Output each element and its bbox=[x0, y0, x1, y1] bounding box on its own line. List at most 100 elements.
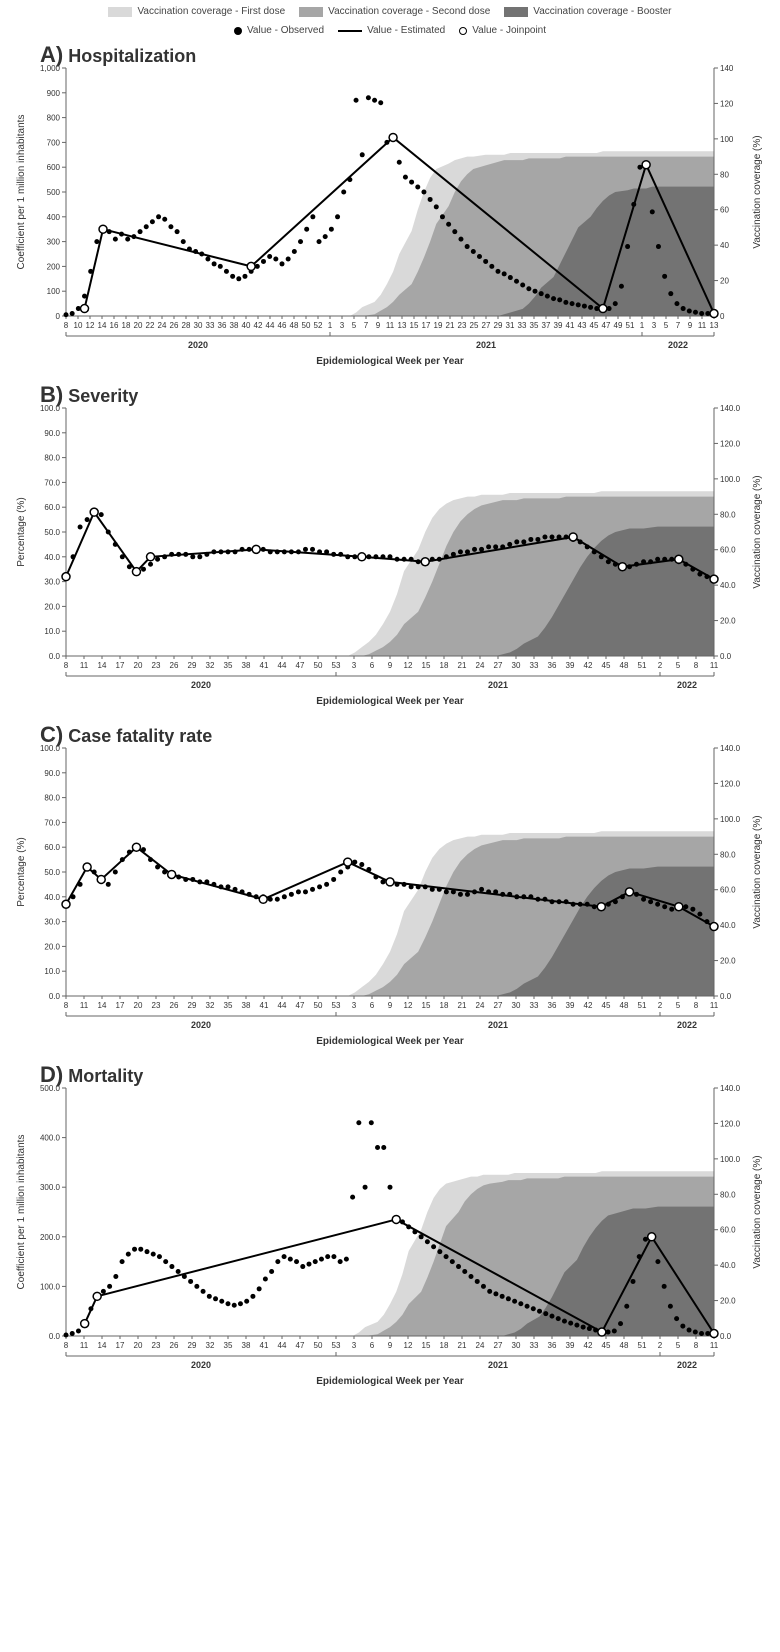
x-tick-label: 33 bbox=[530, 661, 539, 670]
x-tick-label: 28 bbox=[182, 321, 191, 330]
observed-point bbox=[273, 256, 278, 261]
observed-point bbox=[472, 547, 477, 552]
observed-point bbox=[384, 140, 389, 145]
x-tick-label: 3 bbox=[352, 1001, 357, 1010]
x-tick-label: 35 bbox=[224, 1001, 233, 1010]
observed-point bbox=[550, 1314, 555, 1319]
observed-point bbox=[683, 562, 688, 567]
observed-point bbox=[444, 1254, 449, 1259]
observed-point bbox=[562, 1319, 567, 1324]
observed-point bbox=[101, 1289, 106, 1294]
y-tick-label: 60.0 bbox=[44, 843, 60, 852]
x-tick-label: 27 bbox=[494, 661, 503, 670]
observed-point bbox=[289, 892, 294, 897]
observed-point bbox=[406, 1224, 411, 1229]
observed-point bbox=[440, 214, 445, 219]
observed-point bbox=[687, 309, 692, 314]
observed-point bbox=[188, 1279, 193, 1284]
observed-point bbox=[190, 877, 195, 882]
x-tick-label: 5 bbox=[676, 661, 681, 670]
observed-point bbox=[613, 301, 618, 306]
x-tick-label: 42 bbox=[584, 1341, 593, 1350]
observed-point bbox=[421, 190, 426, 195]
observed-point bbox=[373, 874, 378, 879]
observed-point bbox=[292, 249, 297, 254]
observed-point bbox=[113, 237, 118, 242]
observed-point bbox=[275, 549, 280, 554]
y-tick-label: 80.0 bbox=[44, 794, 60, 803]
y2-tick-label: 20.0 bbox=[720, 957, 736, 966]
x-tick-label: 36 bbox=[218, 321, 227, 330]
observed-point bbox=[163, 1259, 168, 1264]
observed-point bbox=[263, 1276, 268, 1281]
observed-point bbox=[545, 294, 550, 299]
x-tick-label: 31 bbox=[506, 321, 515, 330]
x-tick-label: 30 bbox=[194, 321, 203, 330]
observed-point bbox=[325, 1254, 330, 1259]
observed-point bbox=[479, 547, 484, 552]
x-tick-label: 11 bbox=[80, 1001, 89, 1010]
observed-point bbox=[655, 557, 660, 562]
x-tick-label: 17 bbox=[116, 1001, 125, 1010]
y-tick-label: 70.0 bbox=[44, 818, 60, 827]
observed-point bbox=[533, 289, 538, 294]
observed-point bbox=[125, 237, 130, 242]
observed-point bbox=[204, 552, 209, 557]
observed-point bbox=[693, 1330, 698, 1335]
observed-point bbox=[578, 539, 583, 544]
observed-point bbox=[693, 310, 698, 315]
observed-point bbox=[366, 867, 371, 872]
y-tick-label: 30.0 bbox=[44, 918, 60, 927]
observed-point bbox=[599, 554, 604, 559]
joinpoint-marker bbox=[93, 1292, 101, 1300]
x-tick-label: 53 bbox=[332, 1001, 341, 1010]
observed-point bbox=[506, 1296, 511, 1301]
observed-point bbox=[176, 552, 181, 557]
observed-point bbox=[613, 899, 618, 904]
observed-point bbox=[338, 1259, 343, 1264]
x-tick-label: 9 bbox=[388, 1001, 393, 1010]
observed-point bbox=[331, 552, 336, 557]
observed-point bbox=[303, 889, 308, 894]
x-tick-label: 51 bbox=[638, 1341, 647, 1350]
observed-point bbox=[183, 877, 188, 882]
joinpoint-marker bbox=[62, 573, 70, 581]
observed-point bbox=[181, 239, 186, 244]
y2-tick-label: 100.0 bbox=[720, 815, 741, 824]
x-tick-label: 20 bbox=[134, 661, 143, 670]
observed-point bbox=[471, 249, 476, 254]
joinpoint-marker bbox=[710, 575, 718, 583]
joinpoint-marker bbox=[386, 878, 394, 886]
observed-point bbox=[233, 887, 238, 892]
x-tick-label: 26 bbox=[170, 321, 179, 330]
year-label: 2020 bbox=[191, 1360, 211, 1370]
year-label: 2022 bbox=[677, 1020, 697, 1030]
x-tick-label: 45 bbox=[602, 1001, 611, 1010]
observed-point bbox=[570, 301, 575, 306]
observed-point bbox=[145, 1249, 150, 1254]
observed-point bbox=[120, 554, 125, 559]
observed-point bbox=[456, 1264, 461, 1269]
observed-point bbox=[681, 306, 686, 311]
x-tick-label: 11 bbox=[710, 1341, 719, 1350]
x-tick-label: 18 bbox=[122, 321, 131, 330]
y-tick-label: 0.0 bbox=[49, 992, 61, 1001]
y-right-label: Vaccination coverage (%) bbox=[752, 1155, 763, 1268]
observed-point bbox=[141, 847, 146, 852]
observed-point bbox=[205, 256, 210, 261]
observed-point bbox=[78, 525, 83, 530]
panel-A: A) Hospitalization 010020030040050060070… bbox=[10, 38, 770, 368]
observed-point bbox=[268, 897, 273, 902]
observed-point bbox=[514, 894, 519, 899]
x-tick-label: 29 bbox=[188, 661, 197, 670]
x-axis-label: Epidemiological Week per Year bbox=[316, 696, 464, 707]
observed-point bbox=[211, 882, 216, 887]
legend-label: Vaccination coverage - Second dose bbox=[328, 6, 490, 17]
x-tick-label: 6 bbox=[370, 1001, 375, 1010]
joinpoint-marker bbox=[675, 903, 683, 911]
joinpoint-marker bbox=[81, 1320, 89, 1328]
observed-point bbox=[634, 892, 639, 897]
observed-point bbox=[296, 889, 301, 894]
observed-point bbox=[85, 517, 90, 522]
observed-point bbox=[157, 1254, 162, 1259]
